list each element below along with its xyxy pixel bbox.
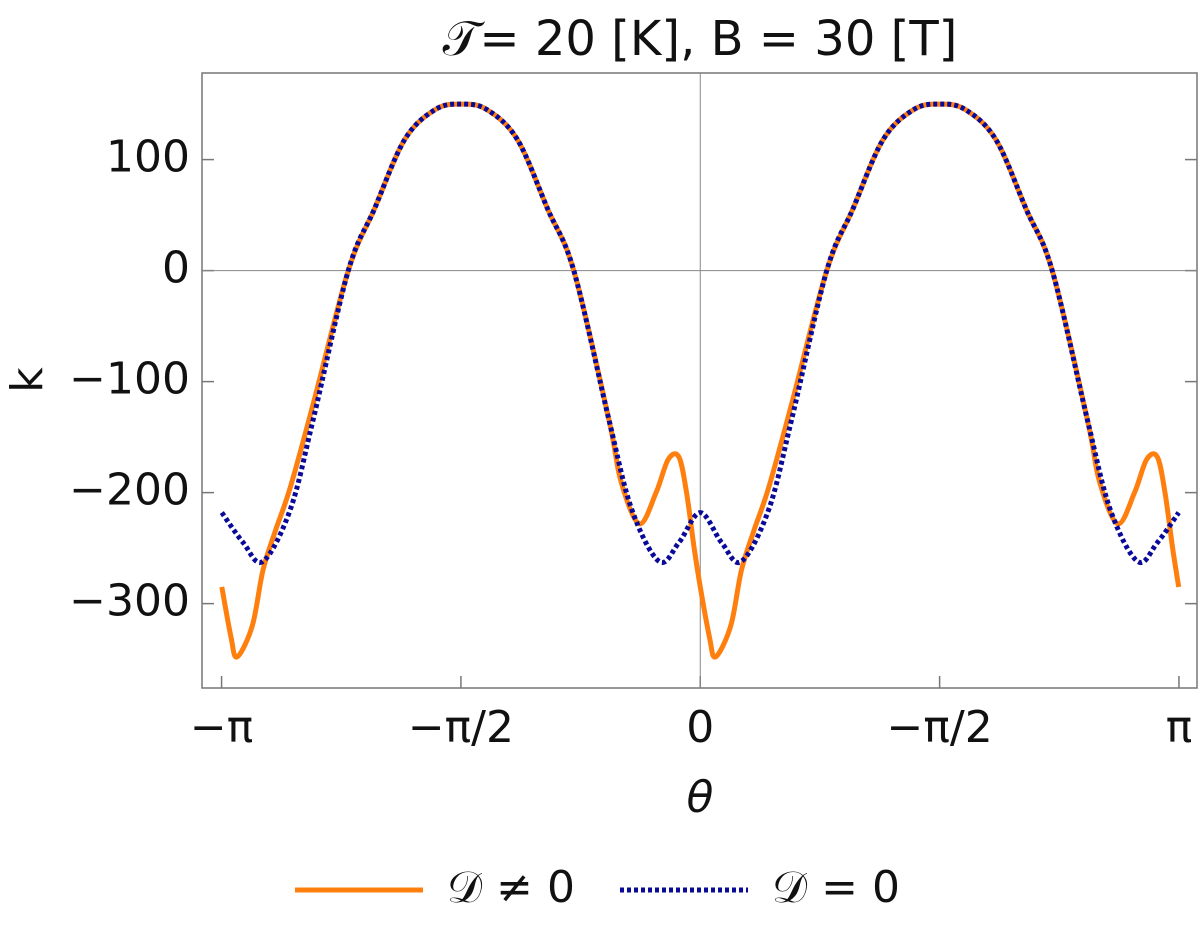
y-tick-label: 100 <box>106 132 190 183</box>
y-tick-label: −100 <box>69 354 190 405</box>
x-tick-label: π <box>1166 702 1193 753</box>
x-tick-label: −π/2 <box>887 702 993 753</box>
y-tick-label: −300 <box>69 576 190 627</box>
y-tick-label: 0 <box>162 243 190 294</box>
x-tick-label: −π <box>190 702 253 753</box>
x-axis-label: θ <box>687 772 714 823</box>
legend-label: 𝒟 ≠ 0 <box>447 862 575 913</box>
legend-label: 𝒟 = 0 <box>772 862 900 913</box>
data-line <box>219 101 1181 566</box>
x-tick-label: −π/2 <box>408 702 514 753</box>
y-axis-label: k <box>2 367 53 393</box>
chart-title: 𝒯= 20 [K], B = 30 [T] <box>443 11 958 67</box>
y-tick-label: −200 <box>69 465 190 516</box>
x-tick-label: 0 <box>686 702 714 753</box>
plot-frame <box>201 72 1198 689</box>
